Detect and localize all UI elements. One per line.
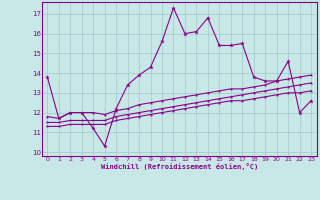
X-axis label: Windchill (Refroidissement éolien,°C): Windchill (Refroidissement éolien,°C) — [100, 163, 258, 170]
